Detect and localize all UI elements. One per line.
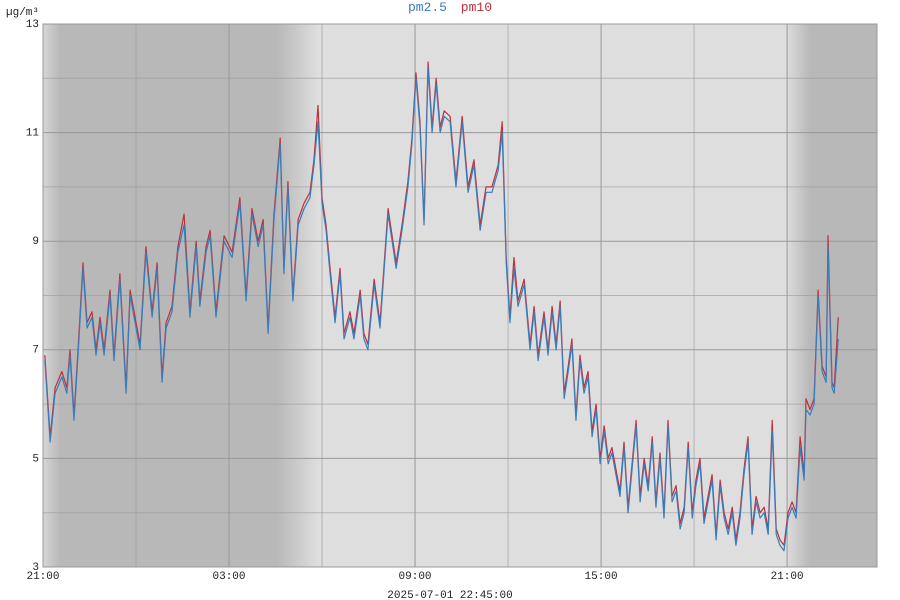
y-tick-label: 3 bbox=[32, 562, 39, 574]
x-tick-label: 21:00 bbox=[771, 571, 804, 583]
y-tick-label: 11 bbox=[26, 128, 40, 140]
x-axis-label: 2025-07-01 22:45:00 bbox=[387, 590, 512, 600]
x-tick-label: 09:00 bbox=[399, 571, 432, 583]
y-tick-label: 5 bbox=[32, 453, 39, 465]
y-tick-label: 9 bbox=[32, 236, 39, 248]
lines bbox=[44, 61, 839, 552]
legend: pm2.5 pm10 bbox=[408, 0, 492, 15]
plot-border bbox=[42, 23, 878, 568]
x-tick-label: 15:00 bbox=[585, 571, 618, 583]
y-tick-label: 13 bbox=[26, 19, 39, 31]
legend-entry: pm2.5 bbox=[408, 0, 447, 15]
legend-entry: pm10 bbox=[461, 0, 492, 15]
y-axis-label: µg/m³ bbox=[6, 7, 39, 19]
y-tick-label: 7 bbox=[32, 345, 39, 357]
series-line bbox=[44, 66, 839, 552]
x-tick-label: 21:00 bbox=[26, 571, 59, 583]
x-tick-label: 03:00 bbox=[213, 571, 246, 583]
